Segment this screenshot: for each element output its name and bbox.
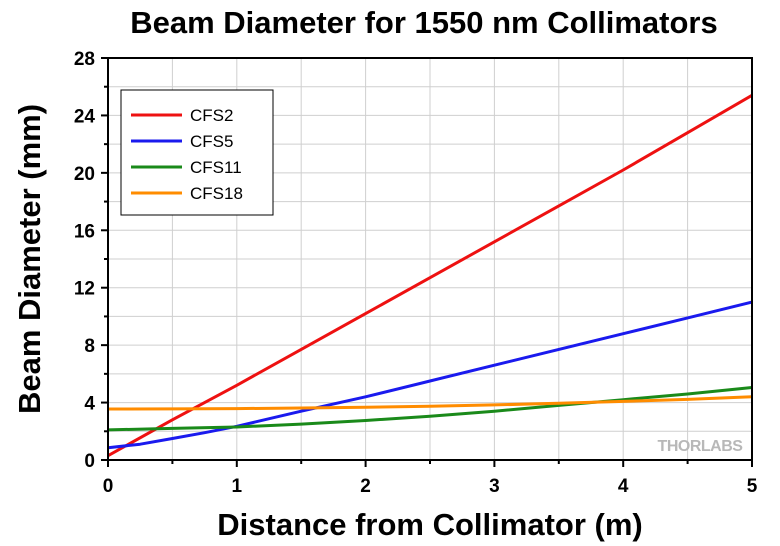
series-line-cfs18 — [107, 395, 753, 411]
y-tick-label: 28 — [74, 49, 95, 70]
series-line-cfs5 — [107, 300, 753, 450]
y-tick-label: 4 — [84, 394, 95, 415]
y-tick-label: 12 — [74, 279, 95, 300]
x-tick-label: 2 — [360, 476, 371, 497]
y-axis-title: Beam Diameter (mm) — [12, 104, 47, 414]
x-axis-title: Distance from Collimator (m) — [217, 507, 642, 542]
y-tick-label: 20 — [74, 164, 95, 185]
x-ticks: 0 1 2 3 4 5 — [103, 460, 758, 497]
x-tick-label: 4 — [618, 476, 629, 497]
x-tick-label: 1 — [232, 476, 243, 497]
y-ticks: 0 4 8 12 16 20 24 28 — [74, 49, 108, 472]
legend-label-cfs18: CFS18 — [190, 184, 243, 203]
chart-title: Beam Diameter for 1550 nm Collimators — [130, 5, 718, 40]
y-tick-label: 0 — [84, 451, 95, 472]
y-tick-label: 8 — [84, 336, 95, 357]
legend-label-cfs11: CFS11 — [190, 158, 242, 177]
legend: CFS2 CFS5 CFS11 CFS18 — [120, 89, 274, 216]
y-tick-label: 24 — [74, 106, 96, 127]
thorlabs-watermark: THORLABS — [658, 438, 744, 455]
x-tick-label: 3 — [489, 476, 500, 497]
legend-label-cfs2: CFS2 — [190, 106, 233, 125]
series-line-cfs11 — [107, 386, 753, 432]
y-tick-label: 16 — [74, 221, 95, 242]
legend-label-cfs5: CFS5 — [190, 132, 233, 151]
series-line-cfs2 — [107, 94, 753, 458]
x-tick-label: 0 — [103, 476, 114, 497]
x-tick-label: 5 — [747, 476, 758, 497]
series-lines — [107, 94, 753, 458]
